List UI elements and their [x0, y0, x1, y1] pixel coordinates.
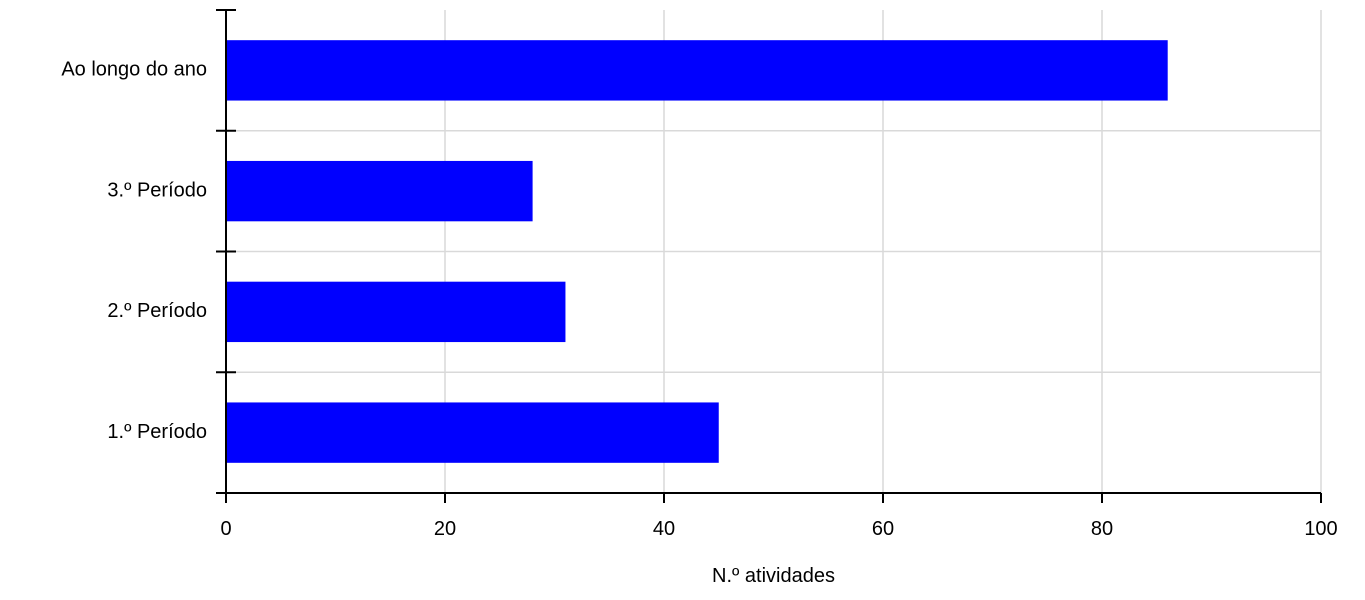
bar-2 [226, 281, 566, 343]
x-axis-title: N.º atividades [712, 565, 835, 587]
labels: Ao longo do ano 3.º Período 2.º Período 1.º… [61, 59, 1337, 540]
x-tick-label-5: 100 [1304, 518, 1337, 540]
x-tick-label-4: 80 [1091, 518, 1113, 540]
x-tick-label-2: 40 [653, 518, 675, 540]
axes [216, 9, 1322, 503]
category-label-3: 1.º Período [107, 421, 207, 443]
bars [226, 40, 1168, 463]
x-tick-label-3: 60 [872, 518, 894, 540]
bar-0 [226, 40, 1168, 101]
bar-3 [226, 402, 719, 463]
x-tick-label-0: 0 [220, 518, 231, 540]
category-label-1: 3.º Período [107, 179, 207, 201]
category-label-2: 2.º Período [107, 300, 207, 322]
category-label-0: Ao longo do ano [61, 59, 207, 81]
x-tick-label-1: 20 [434, 518, 456, 540]
bar-1 [226, 160, 533, 222]
